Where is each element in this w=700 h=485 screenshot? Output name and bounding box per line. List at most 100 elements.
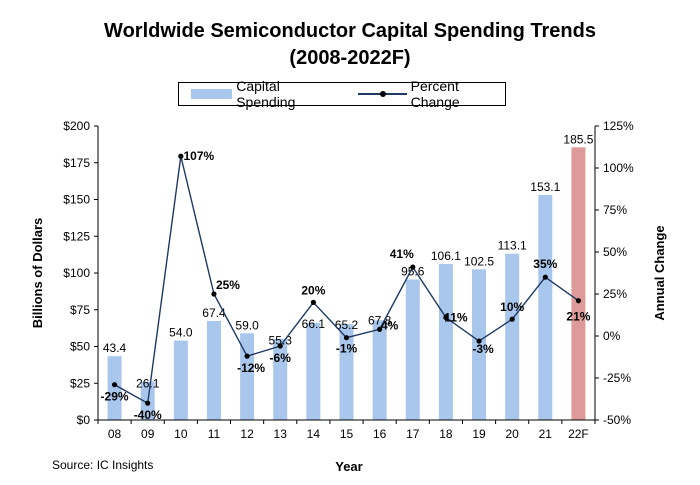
- y2-tick-label: -25%: [603, 371, 631, 385]
- bar-14: [306, 322, 321, 420]
- x-axis-title: Year: [335, 459, 362, 474]
- percent-point-20: [509, 316, 515, 322]
- bar-label-20: 113.1: [498, 239, 527, 253]
- percent-point-22F: [575, 298, 582, 304]
- percent-label-08: -29%: [101, 390, 129, 404]
- y-tick-label: $150: [63, 193, 90, 207]
- legend-bar-swatch: [191, 89, 233, 99]
- percent-point-15: [343, 335, 350, 341]
- percent-label-22F: 21%: [566, 310, 590, 324]
- legend-item-percent-change: Percent Change: [348, 78, 505, 110]
- bar-label-19: 102.5: [464, 254, 494, 268]
- chart-title: Worldwide Semiconductor Capital Spending…: [104, 20, 596, 42]
- x-tick-label: 21: [539, 427, 553, 441]
- bar-13: [273, 338, 288, 420]
- y2-tick-label: 50%: [603, 245, 627, 259]
- percent-point-11: [211, 291, 217, 297]
- percent-point-21: [542, 274, 548, 280]
- y-tick-label: $75: [70, 303, 90, 317]
- bar-label-09: 26.1: [136, 377, 160, 391]
- bar-16: [372, 320, 387, 420]
- y-tick-label: $125: [63, 229, 90, 243]
- y-tick-label: $200: [63, 119, 90, 133]
- percent-point-09: [145, 400, 151, 406]
- legend-label-percent-change: Percent Change: [410, 78, 460, 110]
- bar-label-14: 66.1: [302, 317, 326, 331]
- percent-point-17: [410, 264, 416, 270]
- bar-08: [107, 356, 122, 420]
- percent-label-18: 11%: [444, 311, 468, 325]
- percent-point-16: [377, 326, 383, 332]
- x-tick-label: 19: [472, 427, 486, 441]
- y2-tick-label: 75%: [603, 203, 627, 217]
- y-axis-title: Billions of Dollars: [30, 218, 45, 329]
- percent-label-13: -6%: [270, 351, 292, 365]
- bar-label-11: 67.4: [202, 306, 226, 320]
- y-tick-label: $0: [77, 413, 91, 427]
- percent-point-08: [111, 382, 118, 388]
- bar-15: [339, 324, 354, 420]
- x-tick-label: 17: [406, 427, 420, 441]
- x-tick-label: 10: [174, 427, 188, 441]
- percent-point-12: [244, 353, 250, 359]
- x-tick-label: 13: [274, 427, 288, 441]
- percent-label-17: 41%: [390, 247, 414, 261]
- x-tick-label: 12: [240, 427, 254, 441]
- percent-label-16: 4%: [381, 318, 399, 332]
- y-tick-label: $175: [63, 156, 90, 170]
- bar-label-17: 95.6: [401, 264, 425, 278]
- percent-point-18: [443, 314, 449, 321]
- bar-10: [173, 340, 188, 420]
- legend-line-swatch: [358, 89, 407, 99]
- bar-label-22F: 185.5: [563, 132, 593, 146]
- bar-17: [405, 279, 420, 420]
- x-tick-label: 20: [505, 427, 519, 441]
- x-tick-label: 08: [108, 427, 122, 441]
- bar-label-18: 106.1: [431, 249, 461, 263]
- y2-tick-label: 100%: [603, 161, 634, 175]
- y2-tick-label: 125%: [603, 119, 634, 133]
- x-tick-label: 16: [373, 427, 387, 441]
- x-tick-label: 18: [439, 427, 453, 441]
- chart-subtitle: (2008-2022F): [289, 47, 411, 69]
- x-tick-label: 11: [208, 427, 221, 441]
- y2-axis-title: Annual Change: [652, 225, 667, 320]
- y-tick-label: $25: [70, 376, 90, 390]
- y-tick-label: $100: [63, 266, 90, 280]
- percent-point-10: [178, 153, 184, 159]
- percent-point-19: [476, 338, 482, 344]
- y2-tick-label: -50%: [603, 413, 631, 427]
- x-tick-label: 09: [141, 427, 155, 441]
- source-note: Source: IC Insights: [52, 458, 154, 472]
- percent-label-21: 35%: [533, 257, 557, 271]
- x-tick-label: 15: [340, 427, 354, 441]
- percent-label-11: 25%: [216, 278, 240, 292]
- percent-label-20: 10%: [500, 300, 524, 314]
- bar-label-10: 54.0: [169, 326, 193, 340]
- bar-21: [538, 194, 553, 420]
- legend-label-capital-spending: Capital Spending: [236, 78, 296, 110]
- percent-point-14: [310, 299, 316, 305]
- bar-label-08: 43.4: [103, 341, 127, 355]
- bar-22F: [571, 147, 586, 420]
- bar-label-21: 153.1: [530, 180, 560, 194]
- percent-label-10: 107%: [183, 149, 214, 163]
- legend-item-capital-spending: Capital Spending: [191, 78, 336, 110]
- percent-label-09: -40%: [134, 408, 162, 422]
- percent-label-15: -1%: [336, 342, 358, 356]
- bar-19: [472, 269, 487, 420]
- x-tick-label: 22F: [568, 427, 589, 441]
- y2-tick-label: 0%: [603, 329, 621, 343]
- percent-label-19: -3%: [472, 342, 494, 356]
- y2-tick-label: 25%: [603, 287, 627, 301]
- bar-18: [438, 264, 453, 420]
- bar-11: [206, 320, 221, 420]
- bar-label-12: 59.0: [235, 318, 259, 332]
- x-tick-label: 14: [307, 427, 321, 441]
- y-tick-label: $50: [70, 340, 90, 354]
- chart-legend: Capital Spending Percent Change: [178, 78, 506, 110]
- bar-20: [505, 253, 520, 420]
- percent-label-12: -12%: [237, 361, 265, 375]
- percent-point-13: [277, 343, 283, 349]
